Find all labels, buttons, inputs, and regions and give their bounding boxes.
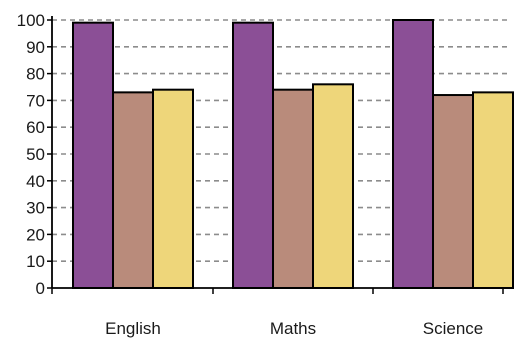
category-labels: English Maths Science — [105, 319, 483, 338]
y-tick-label: 80 — [26, 65, 45, 84]
bar-maths-3 — [312, 83, 354, 289]
bar-science-1 — [392, 19, 434, 289]
category-label-science: Science — [423, 319, 483, 338]
axes — [51, 16, 510, 294]
y-tick-label: 50 — [26, 145, 45, 164]
bar-science-2 — [432, 94, 474, 290]
bar-english-3 — [152, 88, 194, 290]
category-label-english: English — [105, 319, 161, 338]
y-tick-label: 20 — [26, 225, 45, 244]
y-tick-label: 100 — [17, 11, 45, 30]
y-axis-ticks: 0 10 20 30 40 50 60 70 80 90 100 — [17, 11, 52, 298]
bar-science-3 — [472, 91, 514, 289]
y-tick-label: 30 — [26, 199, 45, 218]
bar-maths-2 — [272, 88, 314, 290]
y-tick-label: 90 — [26, 38, 45, 57]
bars — [72, 19, 514, 290]
y-tick-label: 40 — [26, 172, 45, 191]
y-tick-label: 70 — [26, 91, 45, 110]
y-tick-label: 10 — [26, 252, 45, 271]
category-label-maths: Maths — [270, 319, 316, 338]
bar-english-2 — [112, 91, 154, 289]
y-tick-label: 60 — [26, 118, 45, 137]
bar-english-1 — [72, 21, 114, 290]
y-tick-label: 0 — [36, 279, 45, 298]
bar-maths-1 — [232, 21, 274, 290]
